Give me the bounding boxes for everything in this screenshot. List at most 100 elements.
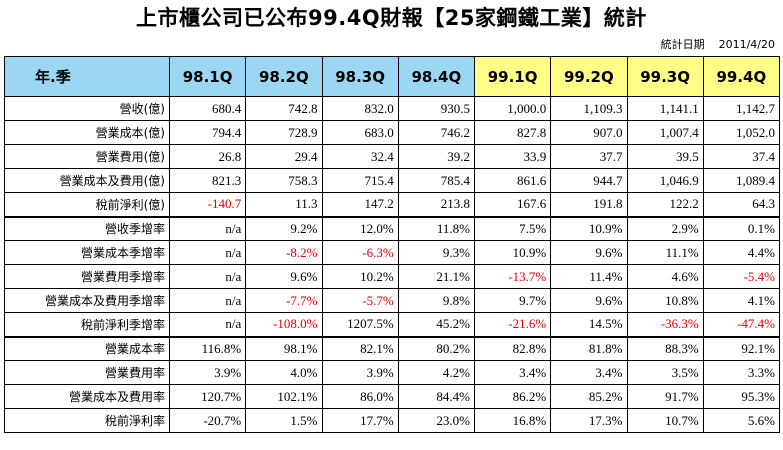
table-cell: 742.8 bbox=[245, 96, 323, 121]
table-cell: 3.4% bbox=[473, 360, 552, 385]
table-cell: 907.0 bbox=[550, 120, 628, 145]
row-label: 稅前淨利季增率 bbox=[4, 312, 170, 337]
table-cell: -5.7% bbox=[321, 288, 399, 313]
table-cell: 33.9 bbox=[473, 144, 552, 169]
header-quarter: 99.2Q bbox=[550, 56, 628, 97]
table-cell: 81.8% bbox=[550, 335, 628, 361]
row-label: 營收(億) bbox=[4, 96, 170, 121]
row-label: 營業成本率 bbox=[4, 335, 170, 361]
table-cell: 728.9 bbox=[245, 120, 323, 145]
table-cell: 98.1% bbox=[245, 335, 323, 361]
table-cell: 1.5% bbox=[245, 408, 323, 433]
table-cell: 11.8% bbox=[397, 215, 476, 241]
table-cell: 95.3% bbox=[702, 384, 781, 409]
table-cell: 2.9% bbox=[626, 215, 704, 241]
header-quarter: 98.4Q bbox=[397, 56, 476, 97]
table-cell: 147.2 bbox=[321, 192, 399, 217]
table-cell: 683.0 bbox=[321, 120, 399, 145]
page-title: 上市櫃公司已公布99.4Q財報【25家鋼鐵工業】統計 bbox=[136, 6, 647, 30]
table-cell: 944.7 bbox=[550, 168, 628, 193]
table-cell: 4.4% bbox=[702, 240, 781, 265]
row-label: 營業成本及費用季增率 bbox=[4, 288, 170, 313]
table-cell: 1,046.9 bbox=[626, 168, 704, 193]
table-cell: -108.0% bbox=[245, 312, 323, 337]
table-row: 稅前淨利季增率 n/a -108.0% 1207.5% 45.2% -21.6% 14.5%… bbox=[4, 312, 781, 337]
table-cell: -21.6% bbox=[473, 312, 552, 337]
table-cell: 9.6% bbox=[550, 288, 628, 313]
row-label: 營業成本季增率 bbox=[4, 240, 170, 265]
table-cell: 10.2% bbox=[321, 264, 399, 289]
table-cell: -7.7% bbox=[245, 288, 323, 313]
table-cell: 82.1% bbox=[321, 335, 399, 361]
table-cell: 213.8 bbox=[397, 192, 476, 217]
table-cell: 10.7% bbox=[626, 408, 704, 433]
table-cell: 88.3% bbox=[626, 335, 704, 361]
table-cell: 930.5 bbox=[397, 96, 476, 121]
table-cell: 861.6 bbox=[473, 168, 552, 193]
table-cell: 82.8% bbox=[473, 335, 552, 361]
header-quarter: 98.2Q bbox=[245, 56, 323, 97]
table-row: 營業成本及費用季增率 n/a -7.7% -5.7% 9.8% 9.7% 9.6% 10.8%… bbox=[4, 288, 781, 313]
table-cell: 1207.5% bbox=[321, 312, 399, 337]
row-label: 營業成本(億) bbox=[4, 120, 170, 145]
table-cell: 9.6% bbox=[550, 240, 628, 265]
table-row: 營業成本季增率 n/a -8.2% -6.3% 9.3% 10.9% 9.6% 11.1% 4.… bbox=[4, 240, 781, 265]
table-cell: 1,141.1 bbox=[626, 96, 704, 121]
table-cell: 11.4% bbox=[550, 264, 628, 289]
table-row: 營業成本及費用率 120.7% 102.1% 86.0% 84.4% 86.2% 85.2%… bbox=[4, 384, 781, 409]
table-cell: 715.4 bbox=[321, 168, 399, 193]
table-cell: n/a bbox=[168, 288, 247, 313]
table-cell: 21.1% bbox=[397, 264, 476, 289]
table-cell: 9.7% bbox=[473, 288, 552, 313]
table-cell: 3.5% bbox=[626, 360, 704, 385]
table-cell: n/a bbox=[168, 312, 247, 337]
table-cell: 122.2 bbox=[626, 192, 704, 217]
table-cell: 0.1% bbox=[702, 215, 781, 241]
header-quarter: 99.3Q bbox=[626, 56, 704, 97]
table-cell: 3.4% bbox=[550, 360, 628, 385]
table-cell: 4.2% bbox=[397, 360, 476, 385]
table-cell: 37.7 bbox=[550, 144, 628, 169]
table-cell: 1,000.0 bbox=[473, 96, 552, 121]
table-cell: 92.1% bbox=[702, 335, 781, 361]
table-cell: 3.3% bbox=[702, 360, 781, 385]
table-cell: 821.3 bbox=[168, 168, 247, 193]
row-label: 營業費用季增率 bbox=[4, 264, 170, 289]
table-cell: -5.4% bbox=[702, 264, 781, 289]
header-quarter: 98.1Q bbox=[168, 56, 247, 97]
table-row: 營業成本率 116.8% 98.1% 82.1% 80.2% 82.8% 81.8% 88.3… bbox=[4, 335, 781, 361]
table-cell: 9.8% bbox=[397, 288, 476, 313]
table-cell: 116.8% bbox=[168, 335, 247, 361]
table-cell: 86.2% bbox=[473, 384, 552, 409]
table-cell: 9.6% bbox=[245, 264, 323, 289]
table-cell: 1,142.7 bbox=[702, 96, 781, 121]
table-cell: 167.6 bbox=[473, 192, 552, 217]
table-cell: 746.2 bbox=[397, 120, 476, 145]
table-row: 營業費用率 3.9% 4.0% 3.9% 4.2% 3.4% 3.4% 3.5% 3.3% bbox=[4, 360, 781, 385]
table-cell: 11.1% bbox=[626, 240, 704, 265]
table-cell: 26.8 bbox=[168, 144, 247, 169]
table-cell: 758.3 bbox=[245, 168, 323, 193]
table-cell: 7.5% bbox=[473, 215, 552, 241]
table-cell: 64.3 bbox=[702, 192, 781, 217]
table-cell: 32.4 bbox=[321, 144, 399, 169]
table-cell: 14.5% bbox=[550, 312, 628, 337]
table-cell: -8.2% bbox=[245, 240, 323, 265]
report-date: 統計日期 2011/4/20 bbox=[661, 36, 775, 52]
table-cell: 17.7% bbox=[321, 408, 399, 433]
table-cell: 84.4% bbox=[397, 384, 476, 409]
table-cell: 5.6% bbox=[702, 408, 781, 433]
table-row: 營收(億) 680.4 742.8 832.0 930.5 1,000.0 1,109.3 1… bbox=[4, 96, 781, 121]
table-cell: 39.2 bbox=[397, 144, 476, 169]
table-cell: 12.0% bbox=[321, 215, 399, 241]
header-quarter: 99.4Q bbox=[702, 56, 781, 97]
table-cell: 16.8% bbox=[473, 408, 552, 433]
header-quarter: 99.1Q bbox=[473, 56, 552, 97]
header-label: 年.季 bbox=[4, 56, 170, 97]
table-cell: 37.4 bbox=[702, 144, 781, 169]
table-cell: 680.4 bbox=[168, 96, 247, 121]
table-row: 營業費用季增率 n/a 9.6% 10.2% 21.1% -13.7% 11.4% 4.6% -… bbox=[4, 264, 781, 289]
table-cell: 45.2% bbox=[397, 312, 476, 337]
table-row: 稅前淨利率 -20.7% 1.5% 17.7% 23.0% 16.8% 17.3% 10.7%… bbox=[4, 408, 781, 433]
financial-table: 年.季 98.1Q 98.2Q 98.3Q 98.4Q 99.1Q 99.2Q … bbox=[4, 56, 781, 433]
